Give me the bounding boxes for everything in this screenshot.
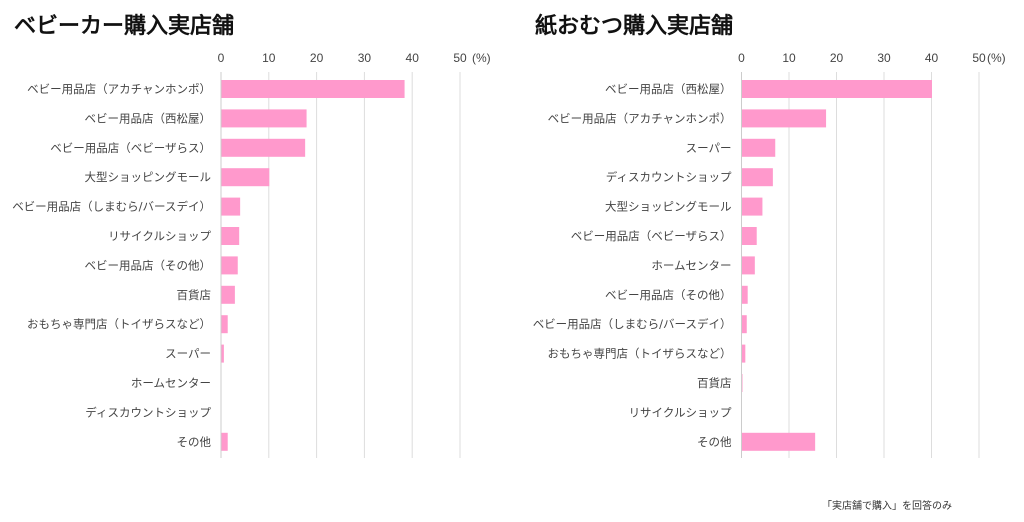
diaper-category-label: 百貨店 <box>697 376 732 390</box>
stroller-category-label: ベビー用品店（ベビーザらス） <box>50 141 211 155</box>
diaper-bar <box>742 197 763 216</box>
diaper-category-label: スーパー <box>686 141 732 155</box>
diaper-category-label: ベビー用品店（アカチャンホンポ） <box>548 111 732 125</box>
diaper-category-label: 大型ショッピングモール <box>605 200 732 214</box>
diaper-bar <box>742 344 746 363</box>
stroller-tick-label-10: 10 <box>262 51 276 65</box>
stroller-tick-label-0: 0 <box>218 51 225 65</box>
stroller-tick-label-30: 30 <box>358 51 372 65</box>
diaper-bar <box>742 168 773 187</box>
diaper-category-label: おもちゃ専門店（トイザらスなど） <box>548 347 732 361</box>
diaper-tick-label-30: 30 <box>877 51 891 65</box>
stroller-category-label: 大型ショッピングモール <box>85 170 212 184</box>
stroller-category-label: 百貨店 <box>177 288 212 302</box>
stroller-category-label: ベビー用品店（アカチャンホンポ） <box>27 82 211 96</box>
stroller-category-label: おもちゃ専門店（トイザらスなど） <box>27 317 211 331</box>
diaper-bar <box>742 227 757 245</box>
stroller-bar <box>221 315 228 334</box>
stroller-bar <box>221 197 241 216</box>
diaper-tick-label-40: 40 <box>925 51 939 65</box>
diaper-bar <box>742 285 748 304</box>
diaper-category-label: ディスカウントショップ <box>606 170 732 184</box>
stroller-tick-label-20: 20 <box>310 51 324 65</box>
stroller-bar <box>221 80 405 98</box>
stroller-unit-label: (%) <box>472 51 491 65</box>
stroller-bar <box>221 432 228 451</box>
stroller-bar <box>221 227 240 245</box>
stroller-tick-label-40: 40 <box>406 51 420 65</box>
stroller-category-label: ベビー用品店（その他） <box>85 258 212 272</box>
stroller-bar <box>221 168 270 187</box>
stroller-category-label: ベビー用品店（しまむら/バースデイ） <box>12 200 211 214</box>
diaper-bar <box>742 315 747 334</box>
chart-title-stroller: ベビーカー購入実店舗 <box>14 14 235 39</box>
stroller-tick-label-50: 50 <box>453 51 467 65</box>
diaper-bar <box>742 109 827 128</box>
stroller-bar <box>221 138 306 157</box>
diaper-category-label: ベビー用品店（西松屋） <box>605 82 732 96</box>
stroller-bar <box>221 285 235 304</box>
stroller-category-label: ホームセンター <box>131 376 211 390</box>
stroller-bar <box>221 344 224 363</box>
stroller-category-label: スーパー <box>165 347 211 361</box>
diaper-category-label: ベビー用品店（その他） <box>605 288 732 302</box>
diaper-tick-label-50: 50 <box>972 51 986 65</box>
diaper-unit-label: (%) <box>987 51 1006 65</box>
stroller-category-label: ベビー用品店（西松屋） <box>85 111 212 125</box>
stroller-category-label: リサイクルショップ <box>108 229 211 243</box>
diaper-tick-label-10: 10 <box>782 51 796 65</box>
diaper-bar <box>742 432 816 451</box>
diaper-bar <box>742 80 932 98</box>
diaper-tick-label-0: 0 <box>738 51 745 65</box>
stroller-bar <box>221 109 307 128</box>
diaper-category-label: ベビー用品店（ベビーザらス） <box>571 229 732 243</box>
chart-title-diaper: 紙おむつ購入実店舗 <box>535 14 734 39</box>
diaper-category-label: ベビー用品店（しまむら/バースデイ） <box>533 317 732 331</box>
stroller-category-label: その他 <box>177 435 212 449</box>
stroller-category-label: ディスカウントショップ <box>85 405 211 419</box>
diaper-bar <box>742 256 755 275</box>
diaper-category-label: その他 <box>697 435 732 449</box>
stroller-bar <box>221 256 238 275</box>
diaper-bar <box>742 138 776 157</box>
diaper-category-label: リサイクルショップ <box>629 405 732 419</box>
diaper-category-label: ホームセンター <box>651 258 731 272</box>
footnote: 「実店舗で購入」を回答のみ <box>822 501 952 512</box>
diaper-tick-label-20: 20 <box>830 51 844 65</box>
